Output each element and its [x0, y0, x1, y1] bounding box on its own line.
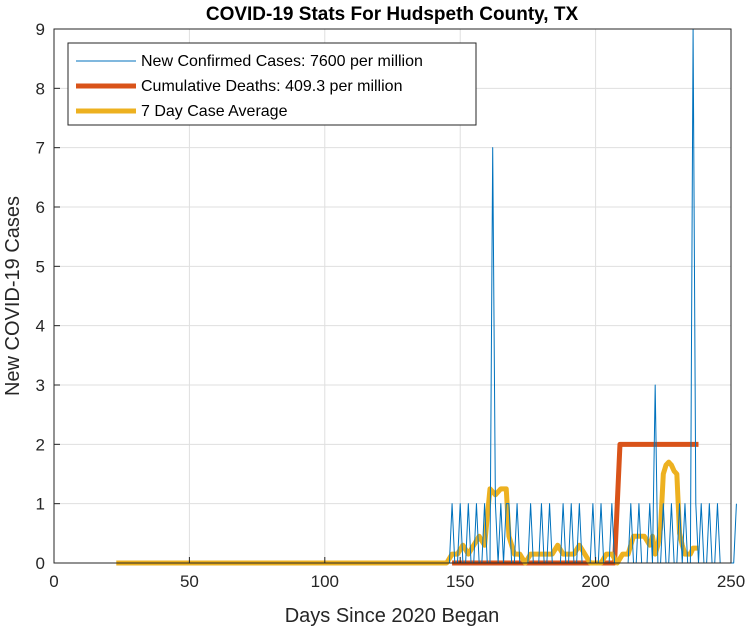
y-tick-label: 0 — [36, 554, 45, 573]
x-tick-label: 50 — [180, 572, 199, 591]
y-tick-label: 6 — [36, 198, 45, 217]
y-tick-label: 5 — [36, 257, 45, 276]
y-tick-label: 1 — [36, 495, 45, 514]
legend: New Confirmed Cases: 7600 per million Cu… — [67, 42, 477, 126]
y-tick-label: 2 — [36, 435, 45, 454]
x-tick-label: 100 — [311, 572, 339, 591]
chart-title: COVID-19 Stats For Hudspeth County, TX — [206, 4, 579, 25]
legend-label-new-cases: New Confirmed Cases: 7600 per million — [141, 53, 423, 70]
x-tick-label: 200 — [581, 572, 609, 591]
y-tick-label: 4 — [36, 317, 45, 336]
y-tick-label: 9 — [36, 20, 45, 39]
axis-ticks: 0 50 100 150 200 250 0 1 2 3 4 5 6 7 8 9 — [36, 20, 746, 591]
y-tick-label: 7 — [36, 139, 45, 158]
plot-frame — [53, 28, 732, 564]
x-tick-label: 150 — [446, 572, 474, 591]
y-axis-label: New COVID-19 Cases — [2, 196, 24, 396]
x-tick-label: 250 — [717, 572, 745, 591]
y-tick-label: 3 — [36, 376, 45, 395]
y-tick-label: 8 — [36, 79, 45, 98]
legend-label-case-average: 7 Day Case Average — [141, 103, 288, 120]
x-axis-label: Days Since 2020 Began — [285, 605, 500, 627]
legend-label-deaths: Cumulative Deaths: 409.3 per million — [141, 78, 402, 95]
x-tick-label: 0 — [49, 572, 58, 591]
